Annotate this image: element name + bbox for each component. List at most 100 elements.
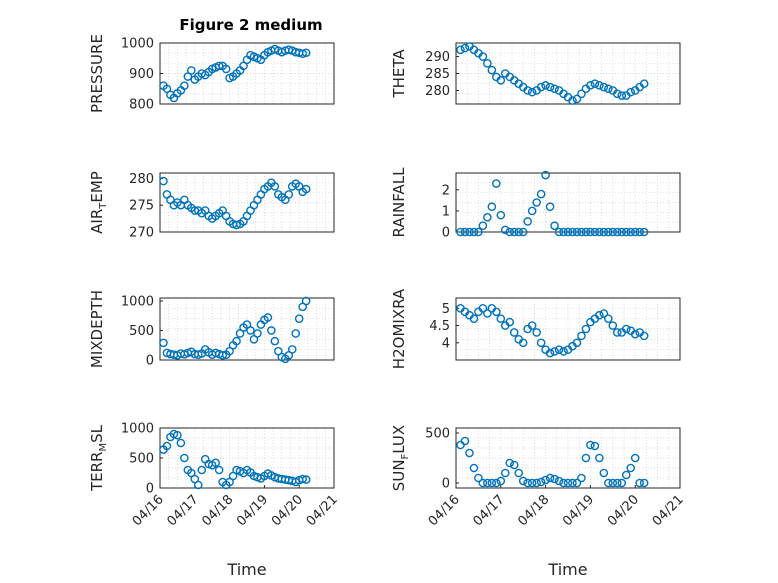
data-point bbox=[483, 309, 492, 318]
data-point bbox=[527, 321, 537, 330]
data-point bbox=[599, 309, 609, 318]
data-point bbox=[460, 436, 470, 446]
data-point bbox=[639, 331, 649, 341]
data-point bbox=[586, 227, 595, 237]
data-point bbox=[518, 227, 528, 237]
y-axis-label: THETA bbox=[390, 49, 408, 99]
data-point bbox=[162, 441, 172, 451]
axes-box bbox=[455, 172, 681, 233]
data-point bbox=[487, 202, 497, 212]
data-point bbox=[518, 338, 528, 348]
axes-box bbox=[159, 172, 335, 233]
data-point bbox=[559, 347, 568, 356]
y-tick-label: 280 bbox=[129, 172, 154, 187]
y-tick-label: 270 bbox=[129, 226, 154, 241]
data-point bbox=[608, 227, 618, 237]
data-point bbox=[301, 184, 311, 194]
data-point bbox=[246, 326, 255, 335]
y-tick-label: 285 bbox=[425, 67, 450, 82]
x-tick-label: 04/21 bbox=[650, 492, 687, 529]
data-point bbox=[577, 473, 586, 483]
x-tick-label: 04/20 bbox=[269, 492, 306, 529]
subplot-6: 4 4.5 5 H2OMIXRA bbox=[390, 288, 681, 369]
y-tick-label: 800 bbox=[129, 98, 154, 113]
data-point bbox=[232, 336, 241, 346]
data-point bbox=[159, 176, 168, 186]
data-point bbox=[492, 307, 501, 317]
data-point bbox=[527, 87, 537, 97]
y-tick-label: 5 bbox=[442, 302, 450, 317]
data-point bbox=[572, 227, 582, 237]
axes-box bbox=[455, 427, 681, 489]
data-point bbox=[263, 313, 273, 322]
data-point bbox=[590, 441, 600, 451]
data-point bbox=[492, 179, 501, 188]
y-axis-label: RAINFALL bbox=[390, 167, 408, 238]
data-point bbox=[496, 210, 506, 220]
subplot-7: 0 500 1000 TERRMSL 04/1604/1704/1804/1904/20… bbox=[88, 422, 341, 580]
data-point bbox=[554, 476, 564, 486]
data-point bbox=[635, 478, 644, 488]
data-point bbox=[599, 468, 609, 478]
data-point bbox=[509, 460, 519, 470]
data-point bbox=[496, 314, 506, 323]
data-point bbox=[590, 79, 600, 88]
data-point bbox=[595, 81, 604, 90]
x-tick-label: 04/16 bbox=[130, 492, 167, 529]
data-point bbox=[545, 202, 555, 212]
data-point bbox=[523, 86, 532, 95]
x-tick-label: 04/17 bbox=[165, 492, 202, 529]
data-point bbox=[505, 317, 515, 327]
data-point bbox=[604, 84, 613, 94]
data-point bbox=[500, 468, 510, 478]
data-point bbox=[595, 227, 604, 237]
data-point bbox=[599, 227, 609, 237]
y-tick-label: 500 bbox=[425, 427, 450, 442]
data-point bbox=[496, 75, 506, 85]
data-point bbox=[572, 94, 582, 104]
y-tick-label: 2 bbox=[442, 183, 450, 198]
data-point bbox=[617, 478, 627, 488]
data-point bbox=[505, 458, 515, 468]
data-point bbox=[270, 182, 280, 191]
data-point bbox=[193, 480, 203, 490]
data-point bbox=[630, 453, 640, 463]
data-point bbox=[532, 198, 541, 207]
data-point bbox=[617, 227, 627, 237]
axes-box bbox=[159, 297, 335, 361]
data-point bbox=[612, 227, 622, 237]
y-tick-label: 275 bbox=[129, 199, 154, 214]
y-tick-label: 280 bbox=[425, 84, 450, 99]
data-point bbox=[608, 478, 618, 488]
subplot-8: 0 500 SUNFLUX 04/16 04/17 04/18 04/19 04/20 04/2… bbox=[390, 425, 687, 579]
data-point bbox=[518, 476, 528, 486]
data-point bbox=[572, 338, 582, 348]
data-point bbox=[483, 478, 492, 488]
y-axis-label: MIXDEPTH bbox=[88, 290, 106, 368]
data-point bbox=[187, 66, 196, 75]
data-point bbox=[639, 79, 649, 88]
data-point bbox=[301, 296, 311, 306]
data-point bbox=[612, 328, 622, 337]
data-point bbox=[532, 328, 541, 337]
data-point bbox=[630, 329, 640, 339]
subplot-1: 800 900 1000 PRESSURE bbox=[88, 34, 335, 113]
x-tick-label: 04/19 bbox=[560, 492, 597, 529]
data-point bbox=[554, 227, 564, 237]
y-tick-label: 0 bbox=[146, 354, 154, 369]
data-point bbox=[211, 458, 220, 468]
figure-title: Figure 2 medium bbox=[179, 16, 322, 34]
y-tick-label: 1000 bbox=[121, 294, 154, 309]
data-point bbox=[218, 350, 227, 360]
data-point bbox=[599, 82, 609, 92]
data-point bbox=[469, 463, 479, 473]
data-point bbox=[541, 81, 550, 90]
data-point bbox=[577, 227, 586, 237]
data-point bbox=[626, 87, 636, 97]
data-point bbox=[536, 338, 546, 348]
data-point bbox=[460, 227, 470, 237]
data-point bbox=[465, 227, 474, 237]
data-point bbox=[298, 49, 307, 58]
